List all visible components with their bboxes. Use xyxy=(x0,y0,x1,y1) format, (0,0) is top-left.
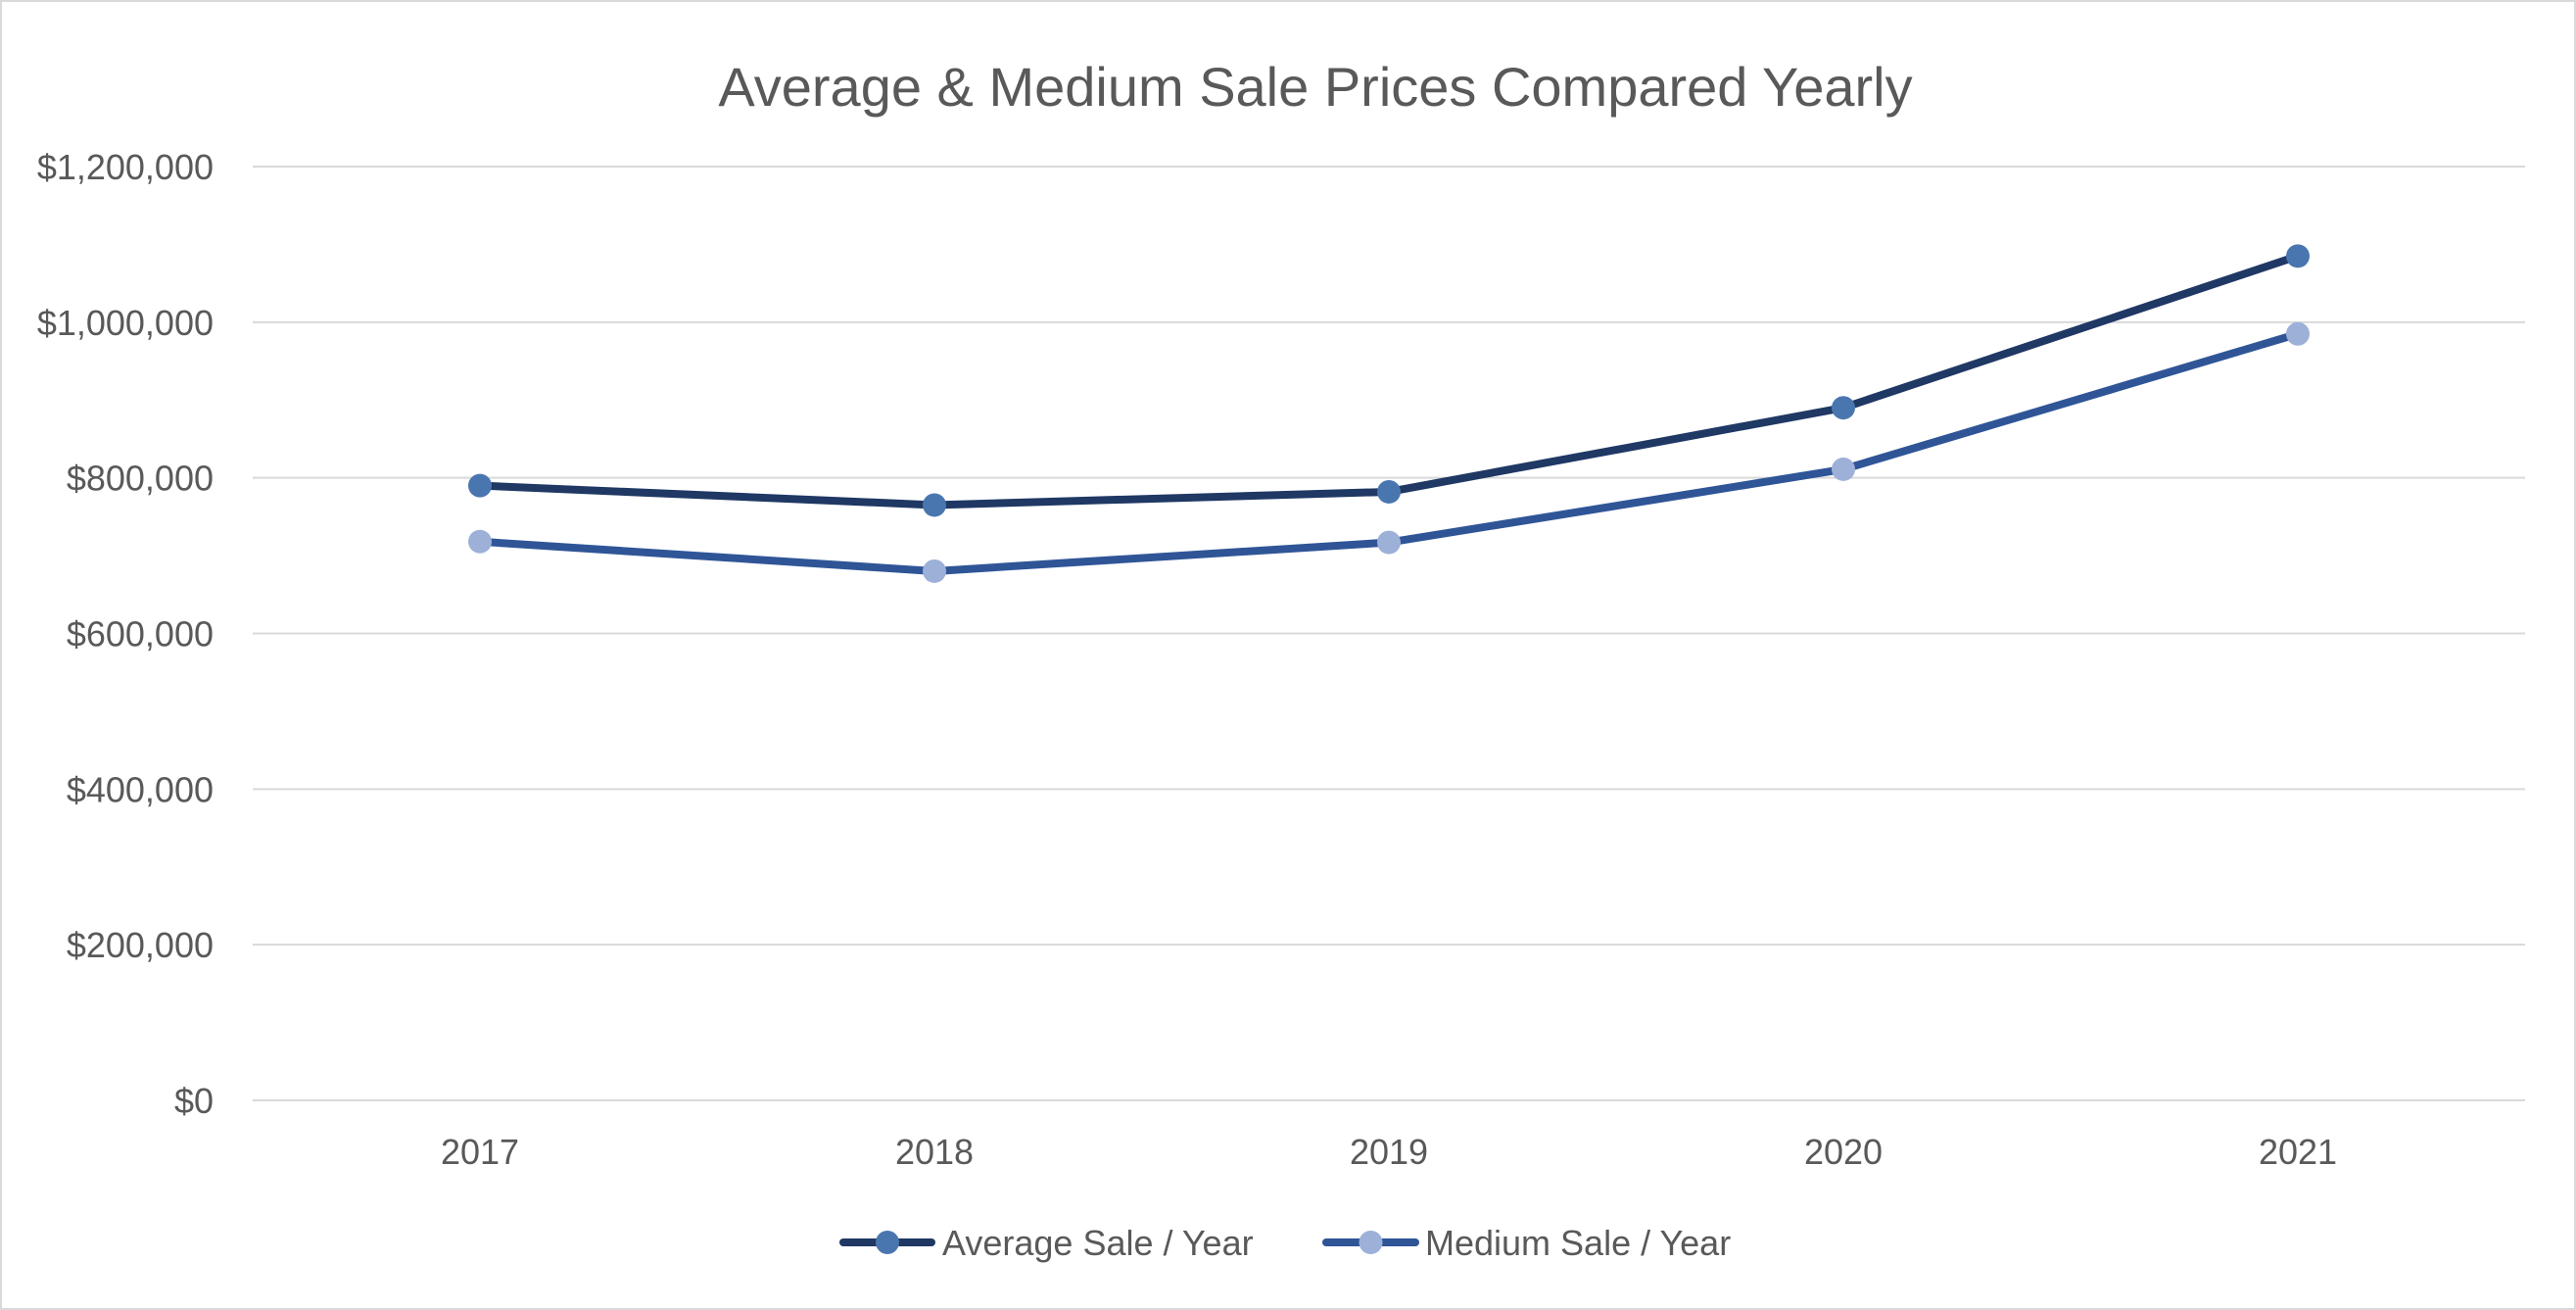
series-lines xyxy=(476,252,2302,575)
data-point-series-1 xyxy=(2286,321,2310,346)
x-tick-label: 2018 xyxy=(895,1132,974,1172)
y-tick-label: $400,000 xyxy=(67,769,214,809)
legend-item: Medium Sale / Year xyxy=(1322,1223,1731,1263)
legend-marker-swatch xyxy=(876,1231,899,1254)
data-point-series-1 xyxy=(1377,530,1401,555)
y-axis-tick-labels: $0 $200,000 $400,000 $600,000 $800,000 $1,000… xyxy=(37,147,214,1121)
x-tick-label: 2019 xyxy=(1350,1132,1428,1172)
data-point-series-0 xyxy=(468,473,492,498)
series-markers xyxy=(468,244,2310,583)
legend-item: Average Sale / Year xyxy=(839,1223,1254,1263)
legend-label: Medium Sale / Year xyxy=(1425,1223,1731,1263)
x-tick-label: 2017 xyxy=(441,1132,519,1172)
y-tick-label: $200,000 xyxy=(67,925,214,965)
data-point-series-0 xyxy=(1832,396,1855,420)
data-point-series-0 xyxy=(2286,244,2310,268)
x-tick-label: 2021 xyxy=(2259,1132,2337,1172)
legend: Average Sale / Year Medium Sale / Year xyxy=(839,1223,1731,1263)
legend-label: Average Sale / Year xyxy=(942,1223,1254,1263)
series-line-0 xyxy=(476,252,2302,509)
y-tick-label: $1,200,000 xyxy=(37,147,214,187)
data-point-series-1 xyxy=(1832,457,1855,481)
legend-marker-swatch xyxy=(1359,1231,1383,1254)
y-tick-label: $0 xyxy=(174,1081,214,1121)
y-tick-label: $1,000,000 xyxy=(37,303,214,343)
gridlines xyxy=(253,166,2525,1101)
chart-title: Average & Medium Sale Prices Compared Ye… xyxy=(718,56,1912,118)
x-tick-label: 2020 xyxy=(1804,1132,1883,1172)
data-point-series-0 xyxy=(1377,479,1401,504)
data-point-series-1 xyxy=(923,558,946,583)
y-tick-label: $600,000 xyxy=(67,614,214,655)
x-axis-tick-labels: 2017 2018 2019 2020 2021 xyxy=(441,1132,2337,1172)
data-point-series-1 xyxy=(468,529,492,554)
data-point-series-0 xyxy=(923,493,946,517)
y-tick-label: $800,000 xyxy=(67,459,214,499)
